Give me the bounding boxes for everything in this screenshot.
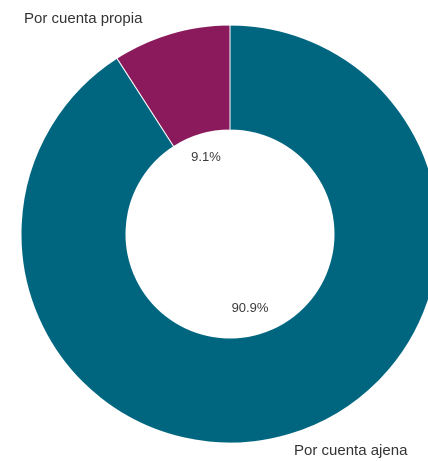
value-label-por-cuenta-ajena: 90.9% [232,300,269,315]
slice-por-cuenta-ajena [20,24,428,444]
slice-por-cuenta-propia [116,24,231,148]
value-label-por-cuenta-propia: 9.1% [191,149,221,164]
category-label-por-cuenta-ajena: Por cuenta ajena [294,442,408,459]
donut-slices [20,24,428,444]
chart-labels: 90.9% 9.1% Por cuenta ajena Por cuenta prop… [24,10,408,459]
category-label-por-cuenta-propia: Por cuenta propia [24,10,143,27]
